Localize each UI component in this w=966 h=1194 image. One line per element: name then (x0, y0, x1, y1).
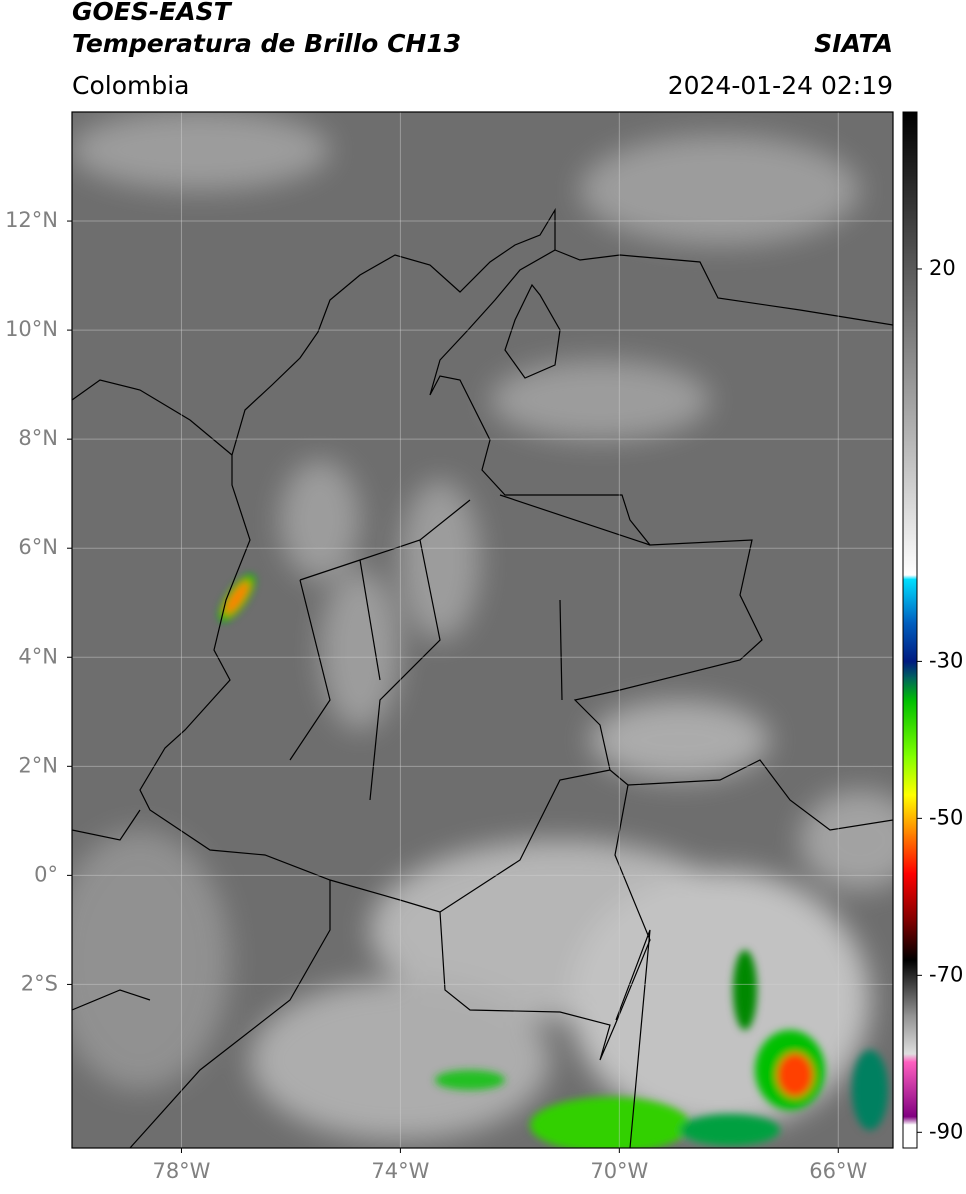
colorbar-segment (903, 1053, 917, 1063)
colorbar-segment (903, 575, 917, 580)
lon-tick-label: 78°W (152, 1159, 210, 1183)
lat-tick-label: 4°N (18, 644, 58, 668)
lat-tick-label: 2°N (18, 753, 58, 777)
colorbar-segment (903, 1116, 917, 1125)
colorbar-segment (903, 112, 917, 270)
colorbar-segment (903, 920, 917, 961)
region: Colombia (72, 71, 189, 100)
title: GOES-EAST (72, 0, 233, 26)
lat-tick-label: 0° (34, 862, 58, 886)
colorbar-segment (903, 1061, 917, 1118)
lon-tick-label: 66°W (809, 1159, 867, 1183)
colorbar-segment (903, 622, 917, 662)
lon-tick-label: 74°W (371, 1159, 429, 1183)
colorbar-segment (903, 268, 917, 576)
lat-tick-label: 12°N (5, 208, 58, 232)
colorbar-segment (903, 834, 917, 874)
lat-tick-label: 8°N (18, 426, 58, 450)
lat-tick-label: 2°S (21, 971, 58, 995)
colorbar-segment (903, 794, 917, 835)
colorbar-tick-label: 20 (929, 256, 956, 280)
colorbar-segment (903, 1014, 917, 1055)
colorbar-segment (903, 700, 917, 757)
colorbar-tick-label: -30 (929, 648, 963, 672)
lat-tick-label: 6°N (18, 535, 58, 559)
subtitle: Temperatura de Brillo CH13 (72, 29, 461, 58)
colorbar-segment (903, 1124, 917, 1149)
colorbar-tick-label: -50 (929, 805, 963, 829)
lon-tick-label: 70°W (590, 1159, 648, 1183)
borders (72, 207, 893, 1148)
lat-tick-label: 10°N (5, 317, 58, 341)
colorbar-frame (902, 111, 918, 1149)
datetime: 2024-01-24 02:19 (668, 71, 893, 100)
colorbar-segment (903, 661, 917, 678)
colorbar-segment (903, 578, 917, 623)
satellite-image (72, 112, 893, 1148)
colorbar-segment (903, 755, 917, 796)
source: SIATA (814, 29, 893, 58)
map-frame (71, 111, 894, 1149)
colorbar-segment (903, 677, 917, 702)
colorbar-tick-label: -90 (929, 1119, 963, 1143)
colorbar-segment (903, 873, 917, 921)
colorbar-tick-label: -70 (929, 962, 963, 986)
colorbar-segment (903, 959, 917, 1016)
